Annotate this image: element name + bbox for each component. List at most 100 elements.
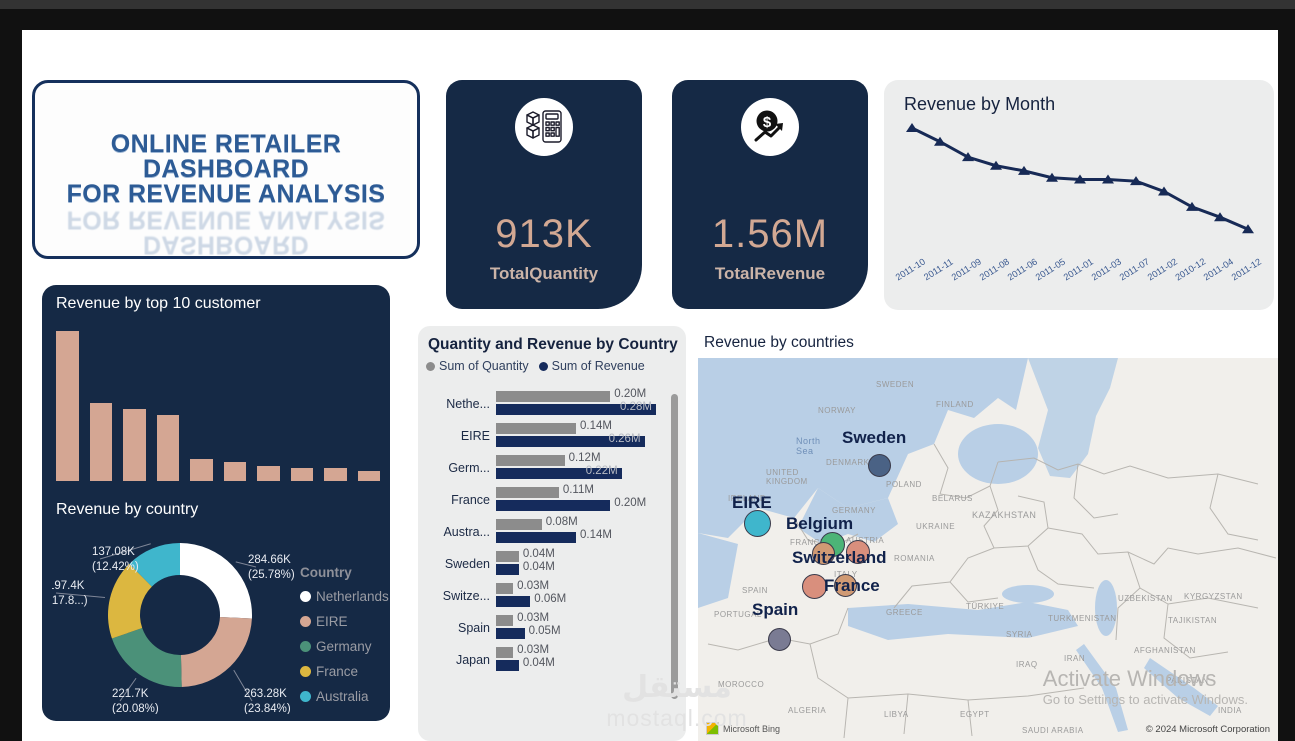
map-bubble-france-2[interactable] (834, 574, 857, 597)
customer-bars (56, 331, 380, 481)
kpi-card-total-quantity[interactable]: 913K TotalQuantity (446, 80, 642, 309)
x-axis-tick-label: 2011-02 (1146, 256, 1179, 282)
customer-bar[interactable] (123, 409, 146, 481)
chart-title: Quantity and Revenue by Country (428, 336, 678, 353)
customer-bar[interactable] (190, 458, 213, 481)
map-bubble-germany[interactable] (846, 540, 870, 564)
revenue-by-top-10-customer-card[interactable]: Revenue by top 10 customer (42, 285, 390, 493)
map-label-turkiye: TÜRKIYE (966, 602, 1005, 611)
table-row[interactable]: Nethe... 0.20M 0.28M (418, 388, 686, 420)
donut-legend: Country Netherlands EIRE Germany France Aust… (300, 565, 389, 709)
donut-percent-label: (12.42%) (92, 561, 139, 573)
quantity-value-label: 0.03M (517, 644, 550, 656)
legend-item[interactable]: Australia (300, 684, 389, 709)
revenue-bar[interactable] (496, 532, 576, 543)
legend-item[interactable]: France (300, 659, 389, 684)
legend-item[interactable]: Sum of Revenue (538, 359, 645, 373)
donut-slice[interactable] (108, 563, 152, 639)
line-marker (1074, 174, 1086, 184)
quantity-value-label: 0.12M (568, 452, 601, 464)
map-label-austria: AUSTRIA (846, 536, 885, 545)
donut-slice[interactable] (129, 543, 180, 587)
table-row[interactable]: Spain 0.03M 0.05M (418, 612, 686, 644)
map-label-romania: ROMANIA (894, 554, 935, 563)
customer-bar[interactable] (324, 467, 347, 481)
line-marker (990, 160, 1002, 170)
table-row[interactable]: Switze... 0.03M 0.06M (418, 580, 686, 612)
customer-bar[interactable] (290, 467, 313, 481)
revenue-bar[interactable] (496, 660, 519, 671)
kpi-value: 913K (495, 212, 593, 256)
donut-percent-label: (23.84%) (244, 703, 291, 714)
customer-bar[interactable] (223, 461, 246, 481)
revenue-value-label: 0.28M (620, 401, 652, 413)
category-label: Austra... (443, 525, 490, 539)
chart-title: Revenue by countries (704, 334, 854, 351)
donut-slice[interactable] (180, 616, 252, 687)
bing-attribution[interactable]: Microsoft Bing (706, 722, 780, 735)
legend-item[interactable]: Germany (300, 634, 389, 659)
revenue-by-month-card[interactable]: Revenue by Month 2011-10 2011-11 2011-09 20… (884, 80, 1274, 310)
map-bubble-spain[interactable] (768, 628, 791, 651)
legend-item[interactable]: EIRE (300, 609, 389, 634)
map-bubble-eire[interactable] (744, 510, 771, 537)
customer-bar[interactable] (357, 470, 380, 481)
quantity-bar[interactable] (496, 455, 565, 466)
donut-slice[interactable] (180, 543, 253, 619)
donut-value-label: 197.4K (52, 580, 85, 592)
quantity-bar[interactable] (496, 519, 542, 530)
kpi-card-total-revenue[interactable]: $ 1.56M TotalRevenue (672, 80, 868, 309)
quantity-and-revenue-by-country-card[interactable]: Quantity and Revenue by Country Sum of Q… (418, 326, 686, 741)
category-label: Germ... (448, 461, 490, 475)
revenue-bar[interactable] (496, 628, 525, 639)
quantity-bar[interactable] (496, 615, 514, 626)
table-row[interactable]: Japan 0.03M 0.04M (418, 644, 686, 676)
quantity-value-label: 0.11M (562, 484, 594, 496)
quantity-bar[interactable] (496, 551, 519, 562)
title-line-1: ONLINE RETAILER (110, 130, 342, 158)
map-bubble-sweden[interactable] (868, 454, 891, 477)
map-label-egypt: EGYPT (960, 710, 990, 719)
map-label-saudi-arabia: SAUDI ARABIA (1022, 726, 1084, 735)
bing-map[interactable]: SWEDEN FINLAND NORWAY DENMARK North Sea U… (698, 358, 1278, 741)
map-bubble-switzerland[interactable] (812, 542, 835, 565)
quantity-bar[interactable] (496, 391, 611, 402)
legend-label: Sum of Quantity (439, 359, 529, 373)
map-bubble-label-belgium: Belgium (786, 514, 854, 533)
quantity-bar[interactable] (496, 647, 514, 658)
revenue-by-country-card[interactable]: Revenue by country 284.66K (25.78%) 263.28… (42, 493, 390, 721)
revenue-bar[interactable] (496, 404, 656, 415)
map-bubble-france[interactable] (802, 574, 827, 599)
line-marker (1046, 172, 1058, 182)
title-line-2: DASHBOARD (142, 155, 310, 183)
legend-item[interactable]: Sum of Quantity (426, 359, 529, 373)
table-row[interactable]: Sweden 0.04M 0.04M (418, 548, 686, 580)
customer-bar[interactable] (56, 331, 79, 481)
customer-bar[interactable] (156, 415, 179, 481)
boxes-calculator-icon (515, 98, 573, 156)
revenue-bar[interactable] (496, 436, 645, 447)
line-marker (1018, 165, 1030, 175)
bar-group: 0.03M 0.04M (496, 644, 686, 674)
quantity-bar[interactable] (496, 487, 559, 498)
customer-bar[interactable] (257, 466, 280, 481)
revenue-by-countries-map-card[interactable]: Revenue by countries (698, 326, 1278, 741)
quantity-bar[interactable] (496, 423, 576, 434)
vertical-scrollbar[interactable] (671, 394, 678, 699)
table-row[interactable]: Austra... 0.08M 0.14M (418, 516, 686, 548)
table-row[interactable]: Germ... 0.12M 0.22M (418, 452, 686, 484)
legend-item[interactable]: Netherlands (300, 584, 389, 609)
map-label-norway: NORWAY (818, 406, 856, 415)
line-marker (1242, 224, 1254, 234)
revenue-bar[interactable] (496, 468, 622, 479)
customer-bar[interactable] (89, 403, 112, 481)
donut-slice[interactable] (111, 628, 182, 687)
revenue-bar[interactable] (496, 564, 519, 575)
table-row[interactable]: France 0.11M 0.20M (418, 484, 686, 516)
revenue-by-country-donut-chart: 284.66K (25.78%) 263.28K (23.84%) 221.7K (20.… (52, 543, 295, 714)
quantity-bar[interactable] (496, 583, 514, 594)
table-row[interactable]: EIRE 0.14M 0.26M (418, 420, 686, 452)
revenue-bar[interactable] (496, 500, 611, 511)
revenue-bar[interactable] (496, 596, 531, 607)
category-label: Switze... (442, 589, 490, 603)
